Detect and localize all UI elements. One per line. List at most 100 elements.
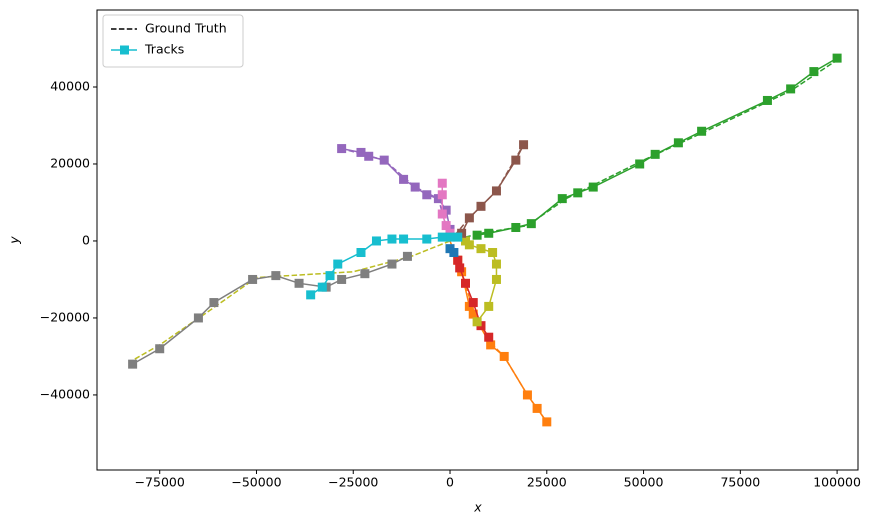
track-line	[457, 259, 548, 423]
track-marker	[468, 309, 478, 319]
x-tick-label: 75000	[720, 475, 760, 490]
track-marker	[519, 140, 529, 150]
track-marker	[491, 259, 501, 269]
track-marker	[399, 174, 409, 184]
track-marker	[422, 190, 432, 200]
track-marker	[325, 271, 335, 281]
track-marker	[449, 248, 459, 258]
track-marker	[532, 403, 542, 413]
track-marker	[635, 159, 645, 169]
track-marker	[387, 259, 397, 269]
x-tick-label: 25000	[527, 475, 567, 490]
track-marker	[422, 234, 432, 244]
track-marker	[455, 263, 465, 273]
track-marker	[499, 351, 509, 361]
track-marker	[573, 188, 583, 198]
track-marker	[464, 213, 474, 223]
x-axis-label: x	[473, 500, 482, 515]
track-marker	[387, 234, 397, 244]
track-marker	[557, 194, 567, 204]
track-marker	[356, 248, 366, 258]
ground-truth-line	[449, 59, 838, 242]
y-tick-label: 20000	[50, 155, 90, 170]
plot-area	[128, 53, 842, 427]
track-marker	[491, 186, 501, 196]
ground-truth-line	[341, 147, 451, 242]
legend-box	[102, 14, 244, 68]
track-marker	[476, 244, 486, 254]
track-marker	[484, 332, 494, 342]
track-marker	[453, 232, 463, 242]
track-marker	[476, 201, 486, 211]
track-marker	[193, 313, 203, 323]
track-marker	[209, 298, 219, 308]
track-marker	[468, 298, 478, 308]
track-marker	[155, 344, 165, 354]
track-marker	[364, 151, 374, 161]
x-tick-label: 50000	[624, 475, 664, 490]
track-marker	[522, 390, 532, 400]
y-tick-label: 40000	[50, 78, 90, 93]
track-marker	[437, 178, 447, 188]
track-marker	[472, 317, 482, 327]
track-marker	[399, 234, 409, 244]
x-tick-label: 100000	[813, 475, 861, 490]
y-tick-label: −20000	[40, 309, 90, 324]
track-marker	[673, 138, 683, 148]
y-tick-label: −40000	[40, 386, 90, 401]
x-tick-label: −25000	[328, 475, 378, 490]
x-tick-label: −50000	[231, 475, 281, 490]
y-tick-label: 0	[82, 232, 90, 247]
track-marker	[317, 282, 327, 292]
track-marker	[786, 84, 796, 94]
legend-marker	[120, 45, 129, 55]
y-axis-label: y	[7, 236, 22, 245]
track-marker	[437, 209, 447, 219]
track-marker	[511, 222, 521, 232]
plot-frame	[96, 9, 859, 471]
track-marker	[402, 251, 412, 261]
track-marker	[410, 182, 420, 192]
track-marker	[294, 278, 304, 288]
track-marker	[360, 269, 370, 279]
track-marker	[437, 232, 447, 242]
track-marker	[128, 359, 138, 369]
track-marker	[488, 248, 498, 258]
track-marker	[271, 271, 281, 281]
track-marker	[762, 95, 772, 105]
track-marker	[337, 274, 347, 284]
track-marker	[832, 53, 842, 63]
track-marker	[441, 221, 451, 231]
track-marker	[650, 149, 660, 159]
track-marker	[526, 219, 536, 229]
track-marker	[491, 274, 501, 284]
track-marker	[248, 274, 258, 284]
legend-label: Tracks	[144, 42, 184, 57]
track-marker	[453, 255, 463, 265]
legend-label: Ground Truth	[145, 21, 227, 36]
track-marker	[356, 147, 366, 157]
track-line	[476, 57, 838, 236]
track-marker	[461, 278, 471, 288]
track-marker	[697, 126, 707, 136]
track-line	[341, 147, 451, 230]
track-marker	[371, 236, 381, 246]
track-marker	[379, 155, 389, 165]
track-marker	[333, 259, 343, 269]
track-marker	[588, 182, 598, 192]
track-marker	[484, 301, 494, 311]
track-marker	[437, 190, 447, 200]
x-tick-label: 0	[446, 475, 454, 490]
track-marker	[464, 240, 474, 250]
x-tick-label: −75000	[135, 475, 185, 490]
track-marker	[542, 417, 552, 427]
track-line	[132, 255, 408, 365]
track-marker	[306, 290, 316, 300]
track-marker	[486, 340, 496, 350]
track-marker	[445, 232, 455, 242]
track-marker	[472, 230, 482, 240]
track-line	[310, 236, 458, 296]
track-marker	[809, 67, 819, 77]
track-marker	[484, 228, 494, 238]
